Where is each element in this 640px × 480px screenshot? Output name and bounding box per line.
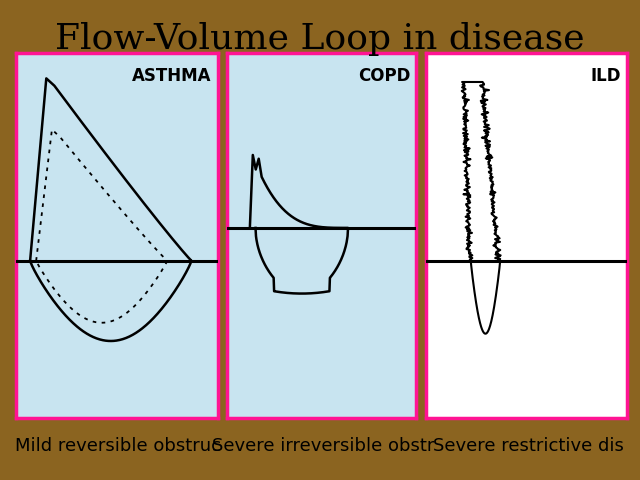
Polygon shape [462,82,500,334]
Text: ASTHMA: ASTHMA [132,67,212,85]
Text: Severe irreversible obstr: Severe irreversible obstr [212,437,435,455]
Polygon shape [30,78,191,341]
Text: Flow-Volume Loop in disease: Flow-Volume Loop in disease [55,22,585,56]
Text: ILD: ILD [591,67,621,85]
Polygon shape [250,155,348,294]
Text: Severe restrictive dis: Severe restrictive dis [433,437,623,455]
Text: COPD: COPD [358,67,410,85]
Text: Mild reversible obstruc: Mild reversible obstruc [15,437,221,455]
